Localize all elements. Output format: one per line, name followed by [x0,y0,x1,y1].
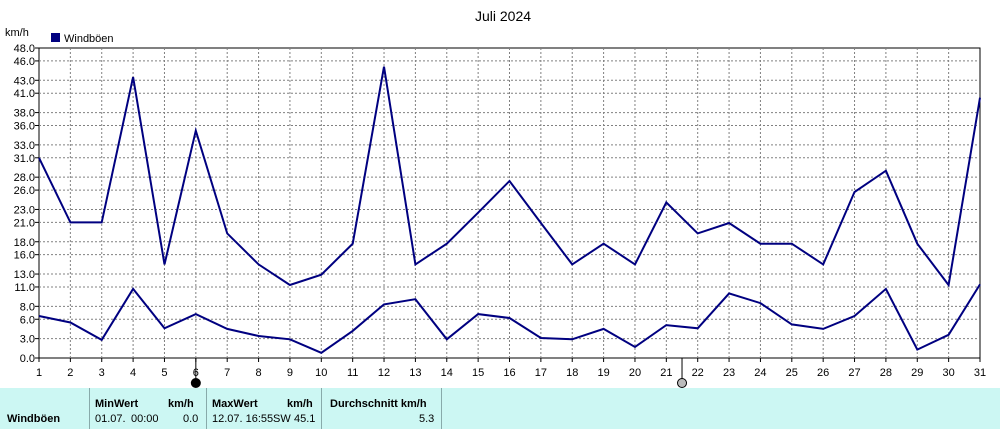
y-tick-label: 31.0 [14,153,35,165]
y-tick-label: 16.0 [14,250,35,262]
x-tick-label: 12 [378,367,390,379]
x-tick-label: 10 [315,367,327,379]
x-tick-label: 9 [287,367,293,379]
y-tick-label: 23.0 [14,204,35,216]
x-tick-label: 23 [723,367,735,379]
moon-markers [190,358,688,388]
summary-row-label: Windböen [7,413,61,425]
y-tick-label: 18.0 [14,237,35,249]
grid [39,48,980,358]
min-header: MinWert [95,398,139,410]
summary-row-label-cell: Windböen [0,388,90,429]
x-tick-label: 26 [817,367,829,379]
summary-table: Windböen MinWert km/h 01.07. 00:00 0.0 M… [0,388,1000,429]
avg-header: Durchschnitt km/h [330,398,427,410]
series-line-avg [38,283,981,354]
chart-title: Juli 2024 [475,8,531,24]
max-unit: km/h [287,398,313,410]
y-tick-label: 43.0 [14,75,35,87]
x-tick-label: 19 [597,367,609,379]
x-tick-label: 27 [848,367,860,379]
x-tick-label: 1 [36,367,42,379]
y-axis: 0.0 3.0 6.08.0 11.013.0 16.018.0 21.023.0 26.0… [14,43,39,365]
max-header: MaxWert [212,398,258,410]
y-tick-label: 41.0 [14,88,35,100]
x-tick-label: 20 [629,367,641,379]
y-tick-label: 11.0 [14,282,35,294]
x-tick-label: 25 [786,367,798,379]
max-value: 45.1 [294,413,316,425]
min-unit: km/h [168,398,194,410]
y-tick-label: 8.0 [20,301,35,313]
legend-label: Windböen [64,33,114,45]
x-tick-label: 11 [347,367,358,379]
chart: Juli 2024 km/h Windböen 0.0 3.0 6.08.0 11.0… [5,8,986,388]
x-tick-label: 4 [130,367,136,379]
y-axis-unit: km/h [5,27,29,39]
x-tick-label: 8 [256,367,262,379]
avg-cell: Durchschnitt km/h 5.3 [322,388,442,429]
y-tick-label: 3.0 [20,334,35,346]
min-value: 0.0 [183,413,199,425]
x-tick-label: 28 [880,367,892,379]
min-cell: MinWert km/h 01.07. 00:00 0.0 [90,388,207,429]
x-tick-label: 18 [566,367,578,379]
x-tick-label: 3 [99,367,105,379]
x-tick-label: 16 [503,367,515,379]
max-cell: MaxWert km/h 12.07. 16:55 SW 45.1 [207,388,322,429]
y-tick-label: 28.0 [14,172,35,184]
series-line-max [38,66,981,288]
x-axis: 1234567891011121314151617181920212223242… [36,358,986,379]
x-tick-label: 31 [974,367,986,379]
y-tick-label: 26.0 [14,185,35,197]
x-tick-label: 30 [943,367,955,379]
y-tick-label: 36.0 [14,121,35,133]
x-tick-label: 5 [161,367,167,379]
max-datetime: 12.07. 16:55 [212,413,274,425]
plot-frame [38,47,981,359]
new-moon-icon [190,378,201,388]
full-moon-icon [677,378,688,388]
min-time: 00:00 [131,413,159,425]
y-tick-label: 6.0 [20,314,35,326]
y-tick-label: 46.0 [14,56,35,68]
x-tick-label: 14 [441,367,453,379]
legend-swatch [51,33,60,42]
x-tick-label: 2 [67,367,73,379]
series-lines [38,66,981,354]
x-tick-label: 17 [535,367,547,379]
y-tick-label: 48.0 [14,43,35,55]
x-tick-label: 7 [224,367,230,379]
y-tick-label: 38.0 [14,108,35,120]
y-tick-label: 21.0 [14,217,35,229]
avg-value: 5.3 [419,413,435,425]
x-tick-label: 13 [409,367,421,379]
x-tick-label: 22 [692,367,704,379]
min-date: 01.07. [95,413,126,425]
y-tick-label: 0.0 [20,353,35,365]
x-tick-label: 24 [754,367,766,379]
x-tick-label: 21 [660,367,672,379]
y-tick-label: 13.0 [14,269,35,281]
x-tick-label: 29 [911,367,923,379]
max-direction: SW [273,413,291,425]
x-tick-label: 15 [472,367,484,379]
y-tick-label: 33.0 [14,140,35,152]
